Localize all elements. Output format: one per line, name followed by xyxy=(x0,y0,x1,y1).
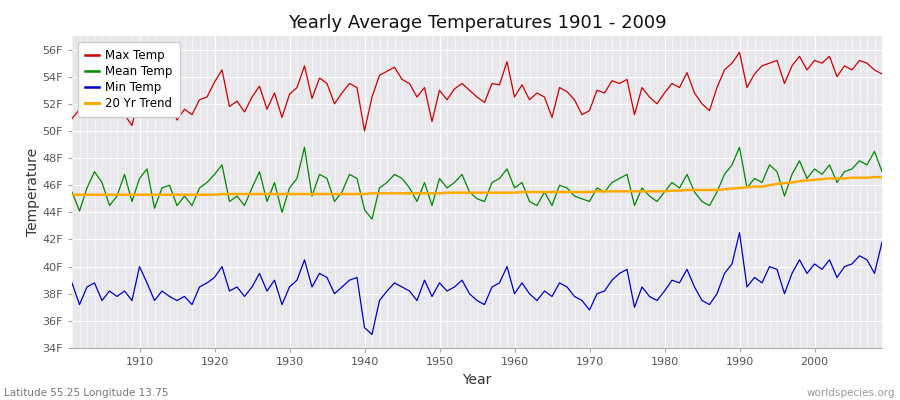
Text: Latitude 55.25 Longitude 13.75: Latitude 55.25 Longitude 13.75 xyxy=(4,388,169,398)
Title: Yearly Average Temperatures 1901 - 2009: Yearly Average Temperatures 1901 - 2009 xyxy=(288,14,666,32)
Text: worldspecies.org: worldspecies.org xyxy=(807,388,896,398)
X-axis label: Year: Year xyxy=(463,372,491,386)
Legend: Max Temp, Mean Temp, Min Temp, 20 Yr Trend: Max Temp, Mean Temp, Min Temp, 20 Yr Tre… xyxy=(78,42,179,117)
Y-axis label: Temperature: Temperature xyxy=(25,148,40,236)
